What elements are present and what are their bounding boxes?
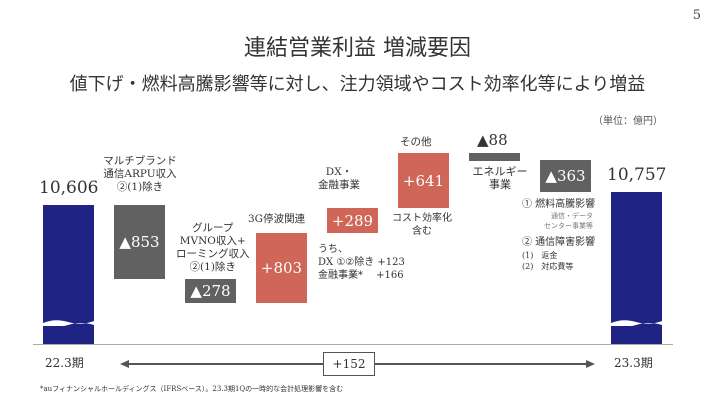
annotation-item-1-sub-line: センター事業等	[544, 222, 593, 230]
step-annotation: 3G停波関連	[248, 213, 305, 226]
step-annotation-line: 通信ARPU収入	[103, 168, 177, 180]
end-period-label: 23.3期	[614, 356, 653, 370]
page-number: 5	[692, 8, 701, 23]
step-annotation: エネルギー 事業	[470, 165, 530, 191]
step-annotation: マルチブランド 通信ARPU収入 ②(1)除き	[100, 155, 180, 194]
start-period-label: 22.3期	[45, 356, 84, 370]
annotation-item-1-sub: 通信・データセンター事業等	[544, 211, 593, 231]
step-sub-annotation: うち、 DX ①②除き +123 金融事業* +166	[318, 243, 405, 282]
step-annotation-line: DX・	[325, 166, 353, 178]
annotation-item-1: ① 燃料高騰影響	[522, 199, 596, 210]
difference-label: +152	[323, 352, 375, 376]
step-sub-annotation-line: コスト効率化	[392, 213, 452, 224]
step-annotation-line: 金融事業	[318, 179, 360, 191]
step-annotation: DX・ 金融事業	[318, 166, 360, 192]
step-annotation-line: ②(1)除き	[189, 261, 236, 273]
step-annotation: その他	[400, 136, 432, 149]
x-axis-line	[33, 344, 673, 345]
step-bar: +641	[398, 152, 449, 209]
step-value-label: ▲88	[477, 130, 508, 149]
unit-label: （単位：億円）	[593, 116, 663, 127]
step-sub-annotation-line: 含む	[412, 226, 432, 237]
page-title: 連結営業利益 増減要因	[244, 36, 471, 61]
step-annotation-line: MVNO収入+	[179, 235, 246, 247]
step-sub-annotation-line: DX ①②除き +123	[318, 257, 405, 268]
end-value-label: 10,757	[607, 164, 667, 185]
step-annotation-line: マルチブランド	[103, 155, 177, 167]
step-bar: ▲853	[114, 205, 165, 280]
step-annotation-line: ローミング収入	[176, 248, 250, 260]
axis-break-icon	[611, 320, 662, 326]
step-annotation-line: グループ	[192, 222, 234, 234]
step-annotation-line: 事業	[489, 177, 511, 191]
annotation-item-2: ② 通信障害影響	[522, 237, 596, 248]
annotation-item-2-sub1: (1) 返金	[522, 251, 558, 260]
step-sub-annotation: コスト効率化 含む	[392, 212, 452, 238]
step-annotation-line: ②(1)除き	[116, 181, 164, 193]
step-annotation-line: エネルギー	[472, 164, 528, 178]
annotation-item-2-sub2: (2) 対応費等	[522, 262, 574, 271]
step-sub-annotation-line: うち、	[318, 244, 348, 255]
step-annotation: グループ MVNO収入+ ローミング収入 ②(1)除き	[176, 222, 250, 274]
step-bar: +803	[256, 233, 307, 304]
step-bar: ▲278	[185, 279, 236, 304]
page-subtitle: 値下げ・燃料高騰影響等に対し、注力領域やコスト効率化等により増益	[69, 74, 646, 95]
end-bar	[611, 191, 662, 344]
start-bar	[43, 205, 94, 344]
step-sub-annotation-line: 金融事業* +166	[318, 270, 404, 281]
step-bar	[469, 152, 520, 161]
step-bar: ▲363	[540, 160, 591, 192]
step-annotation-line: その他	[400, 136, 432, 148]
step-annotation-line: 3G停波関連	[248, 213, 306, 225]
axis-break-icon	[43, 320, 94, 326]
start-value-label: 10,606	[39, 178, 99, 198]
annotation-item-1-sub-line: 通信・データ	[551, 212, 593, 220]
step-bar: +289	[327, 208, 378, 234]
footnote: *auフィナンシャルホールディングス（IFRSベース）。23.3期1Qの一時的な…	[40, 385, 344, 393]
